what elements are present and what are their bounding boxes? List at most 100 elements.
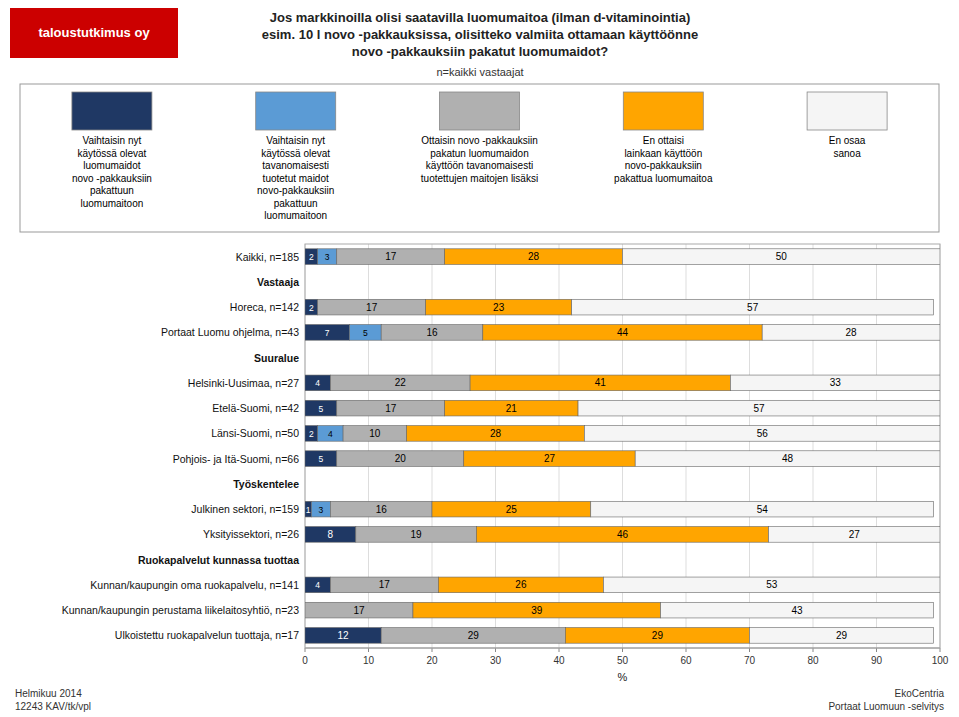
category-label: Pohjois- ja Itä-Suomi, n=66 [173,453,300,465]
bar-segment [330,375,470,391]
category-label: Kunnan/kaupungin perustama liikelaitosyh… [62,604,299,616]
bars [305,249,940,643]
bar-segment [635,451,940,467]
tick-mark [305,648,306,652]
data-label: 3 [319,505,324,515]
bar-segment [762,325,940,341]
category-label: Etelä-Suomi, n=42 [212,402,299,414]
data-label: 23 [493,302,505,313]
data-label: 29 [652,630,664,641]
bar-segment [330,501,432,517]
legend: Vaihtaisin nytkäytössä olevatluomumaidot… [20,84,939,232]
bar-segment [305,375,330,391]
tick-mark [368,648,369,652]
footer-right: EkoCentria Portaat Luomuun -selvitys [828,688,944,712]
data-label: 5 [319,454,324,464]
data-label: 29 [468,630,480,641]
bar-segment [730,375,940,391]
bar-segment [476,527,768,543]
legend-swatch [440,92,520,130]
text-line: Portaat Luomuun -selvitys [828,701,944,712]
legend-swatch [623,92,703,130]
bar-segment [305,451,337,467]
text-line: EkoCentria [895,688,945,699]
data-label: 33 [830,377,842,388]
tick-label: 40 [553,655,565,666]
data-label: 4 [315,378,320,388]
data-label: 4 [315,580,320,590]
tick-mark [686,648,687,652]
bar-segment [318,426,343,442]
bar-segment [661,602,934,618]
text-line: tavanomaisesti [262,160,329,171]
title: Jos markkinoilla olisi saatavilla luomum… [262,10,698,59]
data-label: 17 [385,403,397,414]
tick-mark [940,648,941,652]
text-line: luomumaitoon [264,210,327,221]
data-label: 21 [506,403,518,414]
tick-mark [622,648,623,652]
category-label: Julkinen sektori, n=159 [191,503,299,515]
data-label: 46 [617,529,629,540]
group-header: Työskentelee [233,478,299,490]
category-label: Ulkoistettu ruokapalvelun tuottaja, n=17 [115,629,299,641]
bar-segment [330,577,438,593]
text-line: Ottaisin novo -pakkauksiin [421,135,538,146]
data-label: 2 [309,252,314,262]
category-label: Kaikki, n=185 [236,251,299,263]
chart: taloustutkimus oyJos markkinoilla olisi … [0,0,959,717]
tick-mark [495,648,496,652]
data-label: 17 [366,302,378,313]
text-line: Helmikuu 2014 [15,688,82,699]
tick-label: 20 [426,655,438,666]
data-label: 16 [426,327,438,338]
text-line: 12243 KAV/tk/vpl [15,701,91,712]
tick-label: 10 [363,655,375,666]
data-label: 5 [319,404,324,414]
grid [305,244,940,648]
background [0,0,959,717]
tick-mark [876,648,877,652]
bar-segment [311,501,330,517]
data-label: 3 [325,252,330,262]
bar-segment [356,527,477,543]
text-line: Vaihtaisin nyt [266,135,325,146]
data-label: 17 [353,605,365,616]
data-label: 56 [757,428,769,439]
bar-segment [578,400,940,416]
data-label: 39 [531,605,543,616]
tick-label: 60 [680,655,692,666]
bar-segment [337,451,464,467]
text-line: luomumaitoon [80,198,143,209]
data-labels: 2317285021723577516442842241335172157241… [306,251,860,641]
data-label: 2 [309,429,314,439]
bar-segment [305,426,318,442]
tick-label: 80 [807,655,819,666]
data-label: 28 [528,251,540,262]
text-line: novo-pakkauksiin [625,160,702,171]
bar-segment [565,628,749,644]
bar-segment [750,628,934,644]
bar-segment [603,577,940,593]
data-label: 1 [306,505,311,515]
plot-frame [305,244,940,648]
data-label: 7 [325,328,330,338]
tick-label: 30 [490,655,502,666]
data-label: 17 [385,251,397,262]
bar-segment [381,628,565,644]
category-label: Helsinki-Uusimaa, n=27 [188,377,299,389]
x-axis-label: % [618,671,628,683]
data-label: 19 [411,529,423,540]
bar-segment [305,628,381,644]
bar-segment [349,325,381,341]
category-label: Yksityissektori, n=26 [203,528,299,540]
legend-label: Vaihtaisin nyt käytössä olevattavanomaise… [257,135,334,221]
data-label: 48 [782,453,794,464]
tick-mark [813,648,814,652]
bar-segment [464,451,635,467]
bar-segment [432,501,591,517]
text-line: käytössä olevat [261,148,330,159]
text-line: käytössä olevat [77,148,146,159]
bar-segment [407,426,585,442]
bar-segment [591,501,934,517]
